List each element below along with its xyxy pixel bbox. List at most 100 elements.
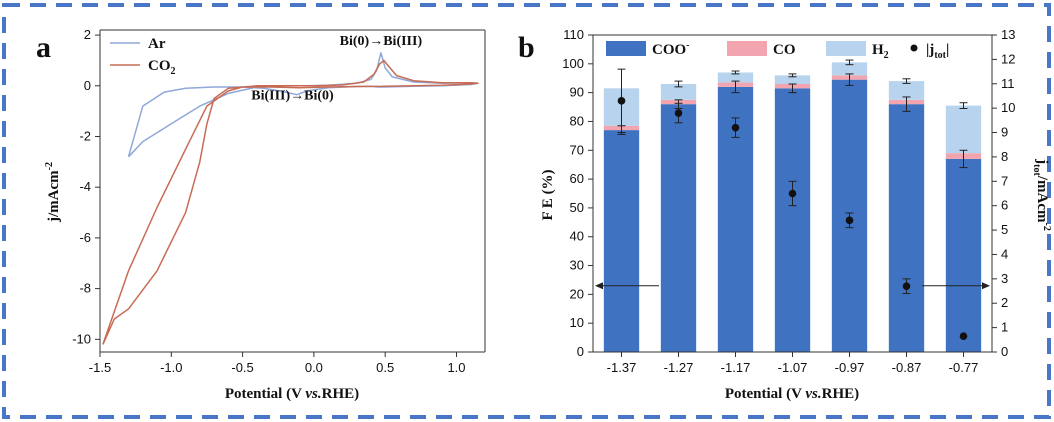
b-bar-coo [774, 88, 811, 353]
a-y-tick-label: -8 [79, 281, 91, 296]
b-y2-tick-label: 3 [1001, 271, 1008, 286]
b-y-tick-label: 40 [570, 229, 584, 244]
b-y2-tick-label: 12 [1001, 51, 1015, 66]
a-x-tick-label: 0.0 [305, 360, 323, 375]
a-legend-label: Ar [148, 36, 166, 52]
a-ticks: -1.5 -1.0 -0.5 0.0 0.5 1.0 2 0 -2 -4 -6 -8 -10 [72, 27, 465, 375]
a-y-axis-title: j/mAcm-2 [44, 162, 62, 223]
b-bar-h2 [660, 83, 697, 100]
b-xlabel-part: RHE) [822, 386, 860, 402]
b-bar-h2 [888, 81, 925, 100]
a-x-tick-label: -1.5 [89, 360, 111, 375]
b-x-tick-label: -0.87 [892, 360, 922, 375]
b-x-axis-title: Potential (V vs.RHE) [725, 386, 859, 402]
b-y2-tick-label: 0 [1001, 344, 1008, 359]
b-x-tick-label: -1.27 [664, 360, 694, 375]
b-jtot-point [674, 109, 683, 117]
b-ticks: -1.37 -1.27 -1.17 -1.07 -0.97 -0.87 -0.7701020… [562, 27, 1015, 375]
b-y-tick-label: 80 [570, 113, 584, 128]
b-y2label-part: /mAcm [1034, 175, 1050, 223]
b-y-axis-title: F E (%) [540, 169, 556, 220]
a-xlabel-vs: vs. [305, 386, 321, 402]
b-jtot-point [617, 97, 626, 105]
figure-border [2, 3, 1051, 419]
b-y2-tick-label: 10 [1001, 100, 1015, 115]
b-legend-swatch [826, 41, 866, 56]
a-y-tick-label: -2 [79, 128, 91, 143]
b-legend-label: CO [773, 42, 796, 58]
b-bar-coo [945, 158, 982, 352]
a-series-line-ar [127, 52, 479, 158]
b-x-tick-label: -0.77 [949, 360, 979, 375]
b-jtot-point [731, 123, 740, 132]
a-annotations: Bi(0)→Bi(III) Bi(III)→Bi(0) [251, 34, 422, 104]
a-series [102, 52, 479, 345]
b-bar-h2 [717, 72, 754, 83]
chart-a: a -1.5 -1.0 -0.5 0.0 0.5 1.0 2 0 -2 -4 -6 -8 -10 Ar C… [36, 27, 486, 402]
a-x-tick-label: -0.5 [231, 360, 253, 375]
b-y2-tick-label: 1 [1001, 320, 1008, 335]
b-y2-tick-label: 7 [1001, 173, 1008, 188]
b-y2-tick-label: 8 [1001, 149, 1008, 164]
panel-a-label: a [36, 31, 51, 64]
b-y2-tick-label: 5 [1001, 222, 1008, 237]
a-x-tick-label: -1.0 [160, 360, 182, 375]
a-annotation: Bi(III)→Bi(0) [251, 89, 334, 104]
b-x-tick-label: -0.97 [835, 360, 865, 375]
chart-b: b -1.37 -1.27 -1.17 -1.07 -0.97 -0.87 -0.77010… [518, 27, 1052, 402]
a-y-tick-label: -6 [79, 230, 91, 245]
b-bars [603, 59, 982, 353]
b-bar-h2 [831, 62, 868, 76]
b-axis-arrows [595, 282, 990, 290]
a-series-line-co2 [102, 59, 479, 345]
b-y-tick-label: 70 [570, 142, 584, 157]
b-y-tick-label: 90 [570, 85, 584, 100]
a-ylabel-sup: -2 [44, 162, 55, 170]
b-legend-swatch [727, 41, 767, 56]
b-bar-h2 [945, 105, 982, 154]
b-y-tick-label: 50 [570, 200, 584, 215]
b-y2-tick-label: 11 [1001, 76, 1015, 91]
b-y-tick-label: 0 [577, 344, 584, 359]
a-annotation: Bi(0)→Bi(III) [340, 34, 423, 49]
b-y-tick-label: 60 [570, 171, 584, 186]
b-y-tick-label: 10 [570, 315, 584, 330]
b-right-arrow-head [982, 282, 990, 290]
b-x-tick-label: -1.17 [721, 360, 751, 375]
b-legend: COO- CO H2 |jtot| [606, 40, 949, 61]
a-ylabel-part: j/mAcm [46, 170, 62, 223]
b-jtot-point [788, 189, 797, 198]
b-legend-label: |jtot| [926, 42, 949, 61]
b-y-tick-label: 30 [570, 258, 584, 273]
b-y2label-sub: tot [1031, 164, 1042, 176]
a-x-tick-label: 0.5 [376, 360, 394, 375]
b-jtot-point [845, 216, 854, 225]
b-bar-coo [660, 104, 697, 352]
b-y2label-sup: -2 [1041, 222, 1052, 230]
a-y-tick-label: 2 [84, 27, 91, 42]
b-xlabel-vs: vs. [805, 386, 821, 402]
b-x-tick-label: -1.37 [607, 360, 637, 375]
panel-b-label: b [518, 31, 535, 64]
b-left-arrow-head [595, 282, 603, 290]
b-y2-tick-label: 9 [1001, 125, 1008, 140]
a-x-axis-title: Potential (V vs.RHE) [225, 386, 359, 402]
b-jtot-points [617, 68, 968, 340]
a-legend-label: CO2 [148, 58, 176, 77]
b-bar-coo [888, 104, 925, 352]
b-bar-coo [603, 130, 640, 352]
b-y-tick-label: 100 [562, 56, 584, 71]
b-xlabel-part: Potential (V [725, 386, 806, 402]
b-y-tick-label: 20 [570, 286, 584, 301]
b-x-tick-label: -1.07 [778, 360, 808, 375]
b-y2-tick-label: 6 [1001, 198, 1008, 213]
b-legend-label: H2 [872, 42, 889, 61]
b-legend-dot [910, 44, 918, 52]
b-bar-h2 [774, 75, 811, 84]
b-legend-swatch [606, 41, 646, 56]
b-y2-tick-label: 2 [1001, 295, 1008, 310]
a-y-tick-label: -4 [79, 179, 91, 194]
b-jtot-point [902, 282, 911, 290]
a-legend: Ar CO2 [110, 36, 176, 77]
